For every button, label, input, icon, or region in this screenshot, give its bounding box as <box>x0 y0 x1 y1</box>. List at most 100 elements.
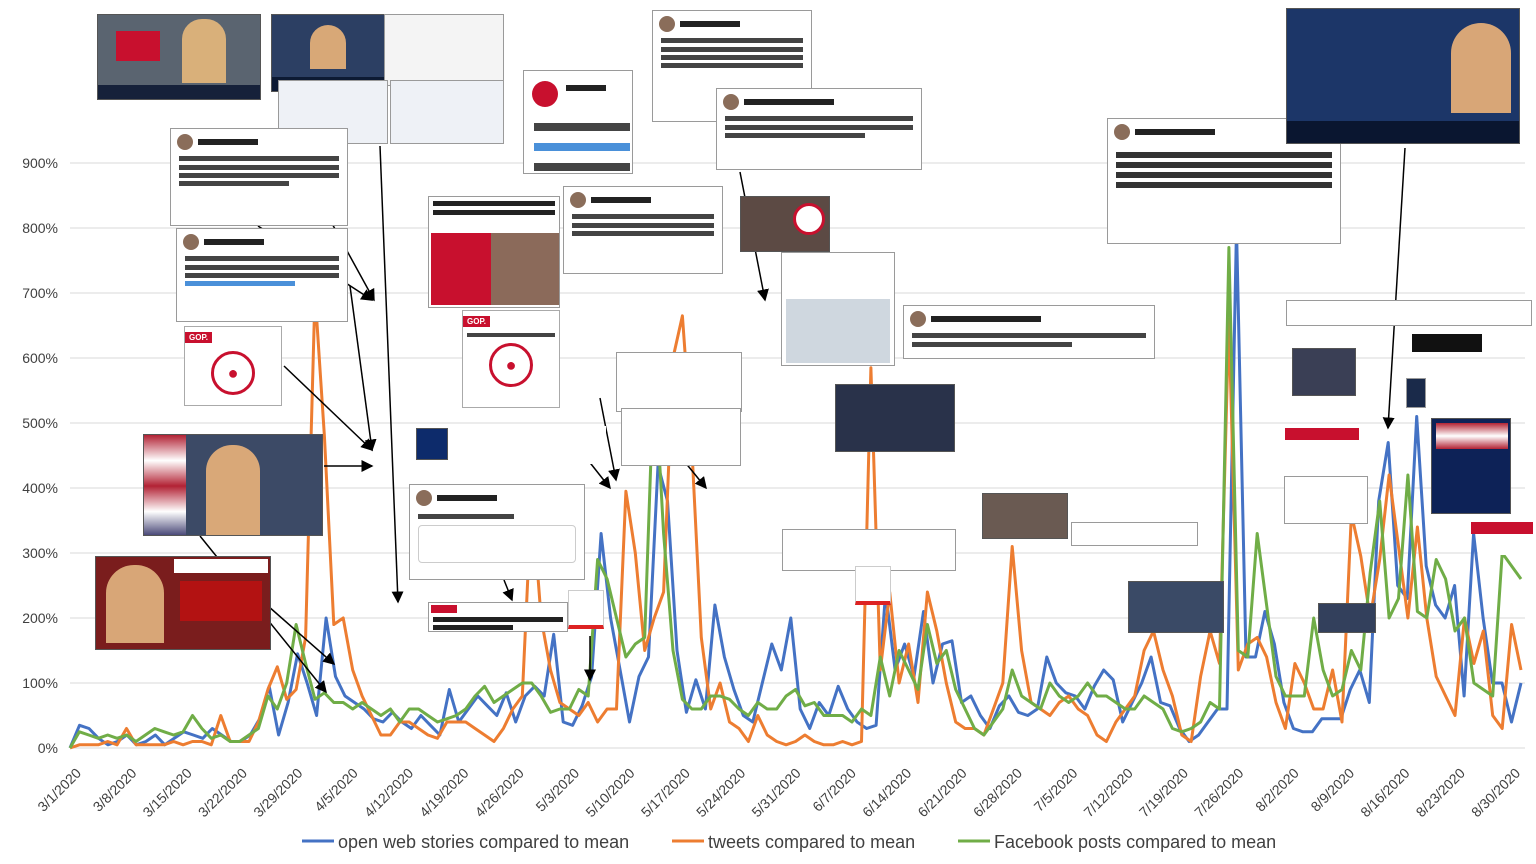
tweet-card <box>409 484 585 580</box>
avatar <box>723 94 739 110</box>
x-tick-label: 3/22/2020 <box>195 765 251 821</box>
cnn-article-thumbnail <box>428 196 560 308</box>
legend-label: tweets compared to mean <box>708 832 915 852</box>
annotation-arrow <box>502 579 514 602</box>
tweet-card <box>616 352 742 412</box>
x-tick-label: 3/29/2020 <box>250 765 306 821</box>
x-tick-label: 7/12/2020 <box>1080 765 1136 821</box>
gop-label: GOP. <box>185 332 212 343</box>
y-tick-label: 0% <box>38 740 58 756</box>
x-tick-label: 7/26/2020 <box>1191 765 1247 821</box>
legend: open web stories compared to mean tweets … <box>302 832 1276 852</box>
new-york-times-logo <box>1384 354 1488 370</box>
annotation-arrow <box>267 605 336 665</box>
biden-headline <box>782 529 956 571</box>
nypost-logo <box>1471 522 1533 534</box>
ap-logo <box>855 566 891 605</box>
tweet-card <box>1284 476 1368 524</box>
x-axis-ticks: 3/1/2020 3/8/2020 3/15/2020 3/22/2020 3/29/2… <box>34 765 1523 821</box>
x-tick-label: 4/12/2020 <box>361 765 417 821</box>
west-virginia-headline <box>1071 522 1198 546</box>
gop-card: GOP. ● <box>184 326 282 406</box>
nypost-logo <box>1285 428 1359 440</box>
y-tick-label: 300% <box>22 545 58 561</box>
x-tick-label: 5/24/2020 <box>693 765 749 821</box>
confessions-label <box>1478 541 1532 555</box>
avatar <box>177 134 193 150</box>
x-tick-label: 8/9/2020 <box>1307 765 1357 815</box>
x-tick-label: 3/15/2020 <box>139 765 195 821</box>
x-tick-label: 4/26/2020 <box>472 765 528 821</box>
x-tick-label: 8/16/2020 <box>1357 765 1413 821</box>
tweet-card <box>523 70 633 174</box>
x-tick-label: 5/31/2020 <box>748 765 804 821</box>
annotation-arrow <box>599 397 620 482</box>
series-line-0 <box>68 226 1523 749</box>
news-clip-thumbnail <box>384 14 504 86</box>
y-tick-label: 700% <box>22 285 58 301</box>
x-tick-label: 3/8/2020 <box>90 765 140 815</box>
elephant-icon: ● <box>489 343 533 387</box>
fox-news-logo <box>416 428 448 460</box>
avatar <box>659 16 675 32</box>
interview-thumbnail <box>1318 603 1376 633</box>
avatar <box>570 192 586 208</box>
wsj-opinion-logo <box>1285 443 1361 459</box>
x-tick-label: 5/17/2020 <box>638 765 694 821</box>
series-line-2 <box>68 246 1523 749</box>
x-tick-label: 5/10/2020 <box>582 765 638 821</box>
elephant-icon: ● <box>211 351 255 395</box>
just-the-news-logo <box>1320 590 1378 602</box>
realclearpolitics-headline <box>428 602 568 632</box>
y-tick-label: 600% <box>22 350 58 366</box>
convention-thumbnail <box>1431 418 1511 514</box>
tweet-card <box>563 186 723 274</box>
avatar <box>910 311 926 327</box>
x-tick-label: 6/28/2020 <box>970 765 1026 821</box>
white-house-briefing-thumbnail <box>143 434 323 536</box>
annotation-arrow <box>379 145 404 604</box>
postal-service-headline <box>1286 300 1532 326</box>
y-tick-label: 200% <box>22 610 58 626</box>
x-tick-label: 8/30/2020 <box>1468 765 1524 821</box>
y-tick-label: 900% <box>22 155 58 171</box>
series-line-1 <box>69 291 1523 750</box>
x-tick-label: 5/3/2020 <box>532 765 582 815</box>
tweet-card <box>716 88 922 170</box>
x-tick-label: 8/2/2020 <box>1252 765 1302 815</box>
tweet-card <box>781 252 895 366</box>
tv-news-thumbnail <box>97 14 261 100</box>
legend-label: Facebook posts compared to mean <box>994 832 1276 852</box>
x-tick-label: 4/19/2020 <box>416 765 472 821</box>
annotation-arrow <box>1382 147 1406 430</box>
y-axis-ticks: 0% 100% 200% 300% 400% 500% 600% 700% 800% 900% <box>22 155 58 756</box>
annotation-arrow <box>349 285 377 452</box>
news-clip-thumbnail <box>390 80 504 144</box>
newsreel-thumbnail <box>1292 348 1356 396</box>
tweet-card <box>170 128 348 226</box>
fox-news-quote-thumbnail <box>1286 8 1520 144</box>
series-lines <box>68 226 1523 750</box>
x-tick-label: 6/14/2020 <box>859 765 915 821</box>
gop-label: GOP. <box>463 316 490 327</box>
avatar <box>416 490 432 506</box>
annotation-arrow <box>283 365 374 452</box>
x-tick-label: 4/5/2020 <box>311 765 361 815</box>
avatar <box>1114 124 1130 140</box>
washington-post-logo <box>1412 334 1482 352</box>
mugshots-thumbnail <box>982 493 1068 539</box>
y-tick-label: 800% <box>22 220 58 236</box>
x-tick-label: 6/7/2020 <box>809 765 859 815</box>
legend-label: open web stories compared to mean <box>338 832 629 852</box>
x-tick-label: 6/21/2020 <box>914 765 970 821</box>
x-tick-label: 3/1/2020 <box>34 765 84 815</box>
interview-thumbnail <box>835 384 955 452</box>
interview-thumbnail <box>740 196 830 252</box>
tweet-card <box>903 305 1155 359</box>
on-the-phone-thumbnail <box>95 556 271 650</box>
y-tick-label: 100% <box>22 675 58 691</box>
x-tick-label: 7/5/2020 <box>1031 765 1081 815</box>
convention-thumbnail <box>1128 581 1224 633</box>
x-tick-label: 7/19/2020 <box>1136 765 1192 821</box>
x-tick-label: 8/23/2020 <box>1413 765 1469 821</box>
